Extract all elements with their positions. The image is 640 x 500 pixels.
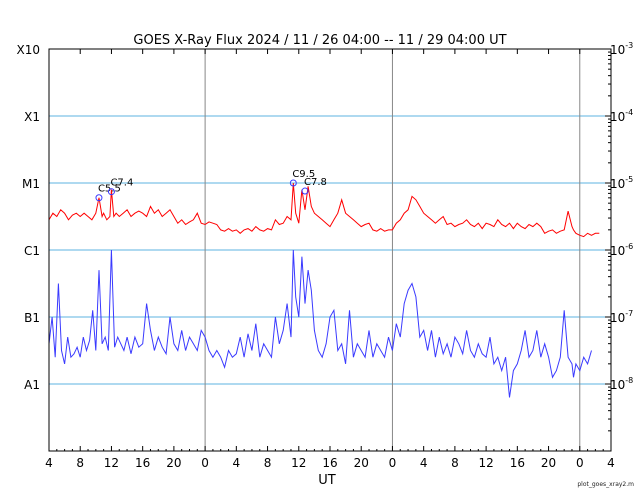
gridlines (49, 115, 611, 385)
series-line-short (48, 249, 592, 398)
x-tick-label: 8 (76, 456, 84, 470)
flare-label: C7.8 (304, 177, 327, 188)
flux-decade-label: 10-7 (610, 309, 633, 325)
flare-marker (107, 188, 115, 196)
flux-decade-label: 10-3 (610, 41, 633, 57)
flare-class-label: A1 (24, 378, 40, 392)
x-tick-label: 4 (420, 456, 428, 470)
annotations-layer: C5.5C7.4C9.5C7.8 (95, 169, 327, 202)
x-tick-label: 12 (291, 456, 306, 470)
flare-marker (289, 179, 297, 187)
flare-label: C9.5 (292, 169, 315, 180)
series-layer (48, 182, 600, 398)
x-tick-label: 0 (201, 456, 209, 470)
credit-text: plot_goes_xray2.m (577, 481, 634, 488)
flux-decade-label: 10-8 (610, 376, 633, 392)
flare-label: C7.4 (110, 178, 133, 189)
series-line-long (48, 182, 600, 238)
flare-class-label: B1 (24, 311, 40, 325)
x-tick-label: 12 (104, 456, 119, 470)
flux-decade-label: 10-4 (610, 108, 633, 124)
flare-class-label: X1 (24, 110, 40, 124)
chart-title: GOES X-Ray Flux 2024 / 11 / 26 04:00 -- … (133, 33, 506, 48)
x-tick-label: 4 (45, 456, 53, 470)
right-axis: 10-3 10-4 10-5 10-6 10-7 10-8 (605, 41, 633, 452)
x-tick-label: 4 (233, 456, 241, 470)
flare-marker (95, 194, 103, 202)
flare-class-label: C1 (24, 244, 40, 258)
flux-decade-label: 10-5 (610, 175, 633, 191)
x-axis: 4 8 12 16 20 0 4 8 12 16 20 0 4 8 12 16 20 0 4 (45, 49, 615, 470)
x-tick-label: 16 (135, 456, 150, 470)
x-tick-label: 0 (576, 456, 584, 470)
left-axis: X10 X1 M1 C1 B1 A1 (17, 43, 41, 392)
x-axis-label: UT (318, 473, 336, 488)
x-tick-label: 16 (510, 456, 525, 470)
x-tick-label: 20 (166, 456, 181, 470)
flare-class-label: X10 (17, 43, 41, 57)
day-boundaries (204, 49, 581, 451)
x-tick-label: 12 (478, 456, 493, 470)
flare-marker (301, 187, 309, 195)
x-tick-label: 16 (322, 456, 337, 470)
x-tick-label: 8 (451, 456, 459, 470)
x-tick-label: 20 (541, 456, 556, 470)
x-tick-label: 8 (264, 456, 272, 470)
x-tick-label: 4 (607, 456, 615, 470)
flare-class-label: M1 (22, 177, 40, 191)
x-tick-label: 20 (354, 456, 369, 470)
x-tick-label: 0 (389, 456, 397, 470)
flux-decade-label: 10-6 (610, 242, 633, 258)
